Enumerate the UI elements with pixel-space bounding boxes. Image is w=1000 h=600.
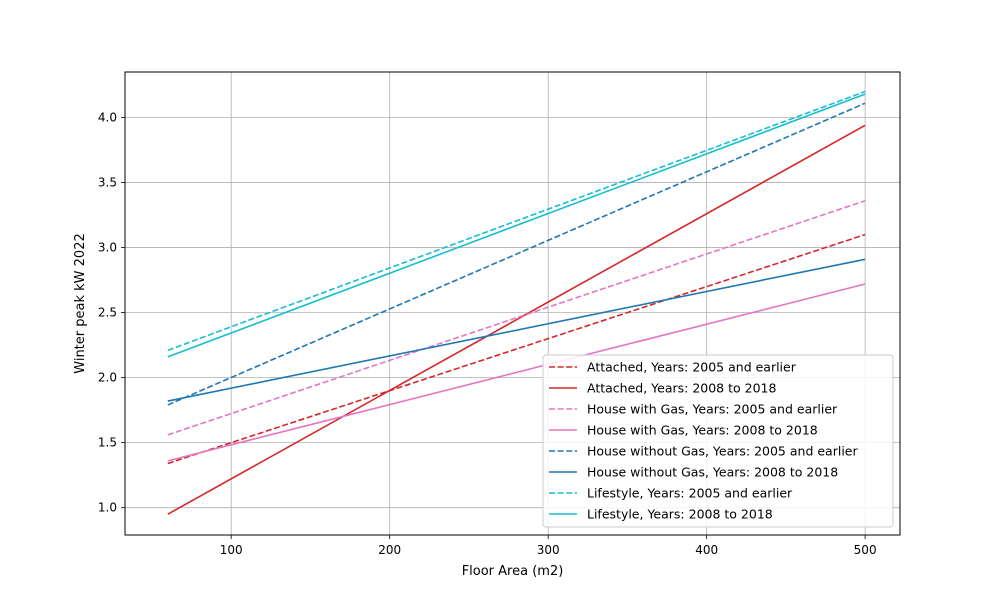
x-tick-label: 100 — [220, 543, 243, 557]
series-line-3 — [167, 200, 866, 436]
series-line-7 — [167, 90, 866, 352]
legend-label: House with Gas, Years: 2005 and earlier — [587, 402, 838, 417]
x-tick-label: 400 — [695, 543, 718, 557]
series-line-6 — [167, 258, 866, 402]
y-tick-label: 2.0 — [98, 371, 117, 385]
y-tick-label: 1.5 — [98, 436, 117, 450]
legend-label: Lifestyle, Years: 2005 and earlier — [587, 486, 793, 501]
y-axis-ticks: 1.0 1.5 2.0 2.5 3.0 3.5 4.0 — [98, 111, 125, 515]
legend-label: House without Gas, Years: 2008 to 2018 — [587, 465, 838, 480]
y-tick-label: 4.0 — [98, 111, 117, 125]
y-axis-label: Winter peak kW 2022 — [73, 233, 88, 373]
series-line-5 — [167, 102, 866, 406]
legend-label: Attached, Years: 2005 and earlier — [587, 360, 797, 375]
y-tick-label: 2.5 — [98, 306, 117, 320]
legend-label: House with Gas, Years: 2008 to 2018 — [587, 423, 818, 438]
legend-label: House without Gas, Years: 2005 and earli… — [587, 444, 858, 459]
series-line-1 — [167, 233, 866, 465]
legend-frame — [542, 354, 894, 528]
series-line-2 — [167, 124, 866, 515]
x-tick-label: 200 — [378, 543, 401, 557]
x-axis-label: Floor Area (m2) — [462, 564, 564, 579]
series-lines — [167, 90, 866, 515]
plot-frame — [124, 71, 901, 536]
y-tick-label: 1.0 — [98, 501, 117, 515]
y-tick-label: 3.5 — [98, 176, 117, 190]
y-tick-label: 3.0 — [98, 241, 117, 255]
series-line-8 — [167, 93, 866, 358]
x-tick-label: 500 — [854, 543, 877, 557]
legend-label: Lifestyle, Years: 2008 to 2018 — [587, 507, 773, 522]
x-axis-ticks: 100 200 300 400 500 — [220, 535, 877, 557]
legend: Attached, Years: 2005 and earlier Attache… — [542, 354, 894, 528]
x-tick-label: 300 — [537, 543, 560, 557]
legend-label: Attached, Years: 2008 to 2018 — [587, 381, 776, 396]
series-line-4 — [167, 283, 866, 462]
